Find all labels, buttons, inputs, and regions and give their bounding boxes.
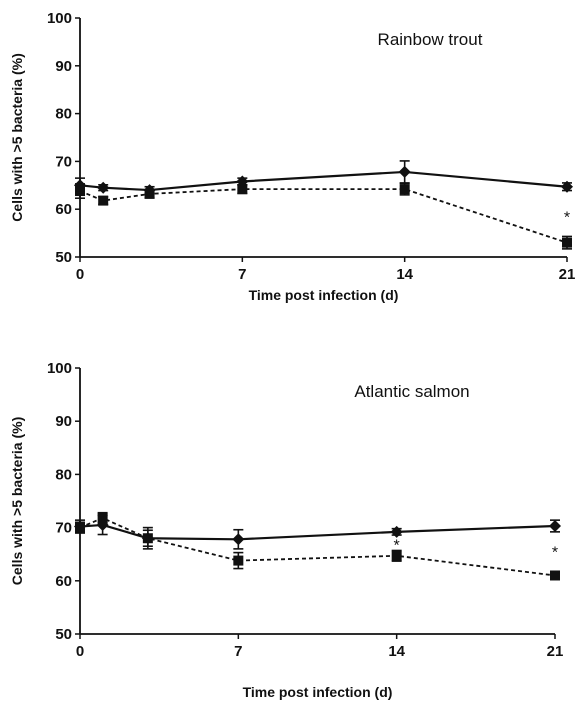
square-marker — [550, 570, 560, 581]
chart-panel: 50 60 70 80 90 100 0 7 14 21 Time post infection (… — [9, 360, 563, 700]
y-tick-label: 60 — [55, 201, 72, 218]
y-tick-label: 90 — [55, 413, 72, 430]
x-tick-label: 0 — [76, 643, 84, 660]
x-tick-label: 7 — [234, 643, 242, 660]
y-tick-label: 90 — [55, 58, 72, 75]
square-marker — [562, 237, 572, 248]
series-diamond — [74, 160, 573, 197]
diamond-marker — [74, 179, 86, 192]
diamond-marker — [561, 180, 573, 193]
series-line — [79, 517, 556, 577]
square-marker — [98, 195, 109, 206]
diamond-marker — [143, 184, 156, 197]
y-tick-label: 80 — [55, 466, 72, 483]
diamond-marker — [232, 533, 245, 546]
y-tick-label: 70 — [55, 153, 72, 170]
diamond-marker — [74, 520, 86, 533]
x-tick-label: 0 — [76, 266, 84, 283]
y-axis-label: Cells with >5 bacteria (%) — [9, 53, 25, 221]
square-marker — [233, 555, 244, 566]
diamond-marker — [236, 175, 249, 188]
square-marker — [399, 184, 410, 195]
y-axis-label: Cells with >5 bacteria (%) — [9, 417, 25, 585]
x-tick-label: 7 — [238, 266, 246, 283]
y-tick-label: 80 — [55, 106, 72, 123]
y-tick-label: 50 — [55, 249, 72, 266]
y-tick-label: 70 — [55, 520, 72, 537]
panel-title: Rainbow trout — [378, 30, 483, 49]
x-tick-label: 21 — [547, 643, 564, 660]
y-tick-label: 60 — [55, 573, 72, 590]
series-diamond — [74, 514, 561, 550]
diamond-marker — [97, 181, 110, 194]
x-tick-label: 14 — [388, 643, 405, 660]
y-tick-label: 100 — [47, 360, 72, 377]
diamond-marker — [141, 532, 154, 545]
diamond-marker — [398, 165, 411, 178]
significance-asterisk: * — [394, 538, 400, 555]
diamond-marker — [390, 525, 403, 538]
panel-title: Atlantic salmon — [354, 382, 469, 401]
chart-panel: 50 60 70 80 90 100 0 7 14 21 Time post infection (… — [9, 10, 575, 303]
square-marker — [391, 550, 402, 561]
diamond-marker — [96, 518, 109, 531]
x-axis-label: Time post infection (d) — [249, 287, 399, 303]
significance-asterisk: * — [564, 209, 570, 226]
x-tick-label: 21 — [559, 266, 575, 283]
x-axis-label: Time post infection (d) — [243, 684, 393, 700]
y-tick-label: 50 — [55, 626, 72, 643]
x-tick-label: 14 — [396, 266, 413, 283]
y-tick-label: 100 — [47, 10, 72, 27]
diamond-marker — [549, 520, 561, 533]
significance-asterisk: * — [552, 545, 558, 562]
square-marker — [237, 184, 248, 195]
